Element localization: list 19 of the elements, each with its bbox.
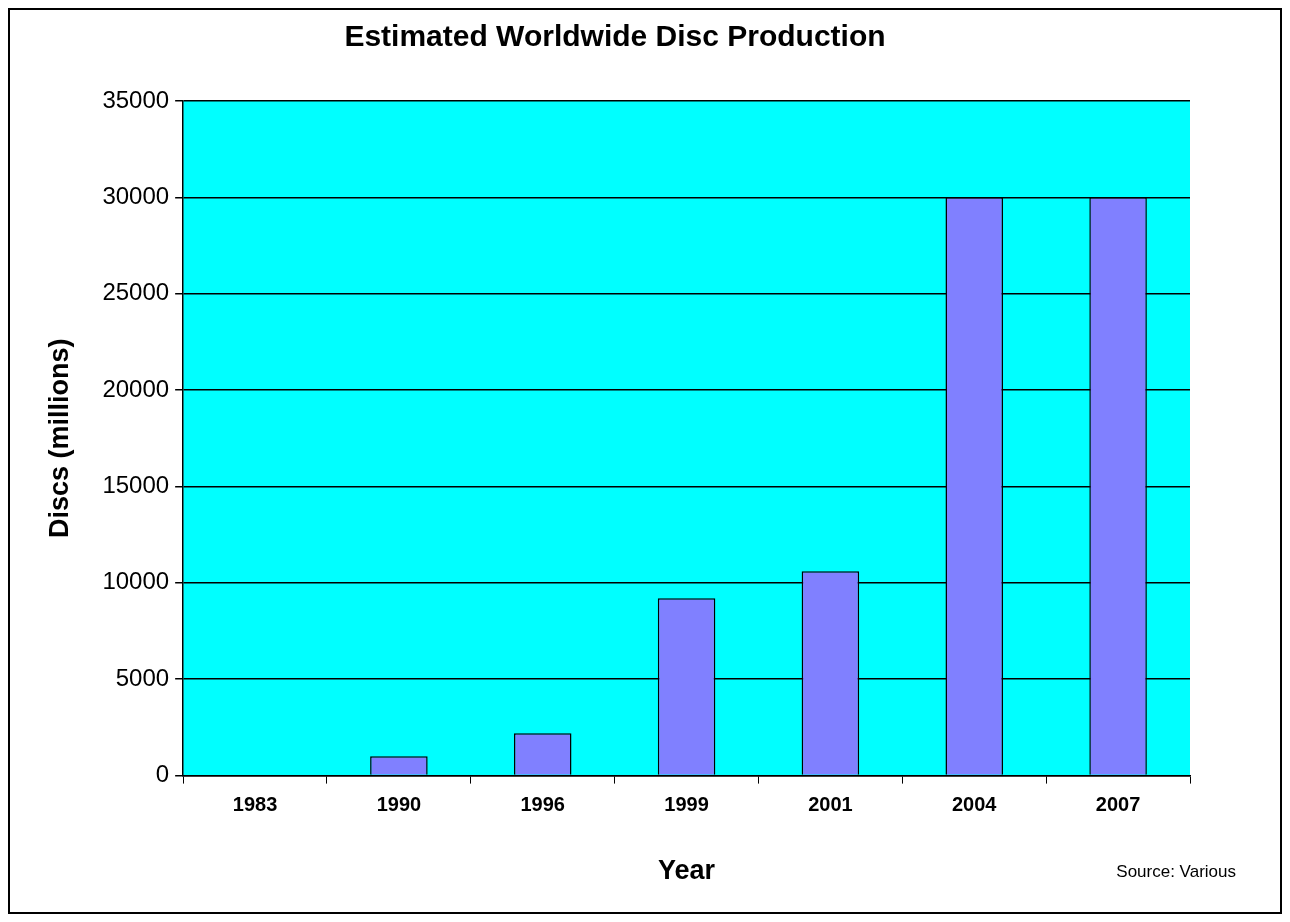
y-axis-title: Discs (millions) xyxy=(43,338,74,539)
x-tick-label: 1996 xyxy=(520,793,565,816)
y-tick-label: 30000 xyxy=(102,182,170,209)
y-tick-label: 5000 xyxy=(115,663,170,691)
y-tick-label: 0 xyxy=(155,760,170,788)
y-tick-label: 10000 xyxy=(102,567,170,595)
y-tick-label: 35000 xyxy=(102,85,170,113)
source-note: Source: Various xyxy=(1116,862,1236,881)
x-tick-label: 1990 xyxy=(376,793,422,816)
chart-title: Estimated Worldwide Disc Production xyxy=(344,19,886,53)
x-axis-title: Year xyxy=(658,855,716,886)
x-tick-label: 2004 xyxy=(951,793,998,816)
y-tick-label: 25000 xyxy=(102,278,170,306)
x-tick-label: 1983 xyxy=(232,793,278,816)
y-tick-label: 15000 xyxy=(102,471,170,499)
x-tick-label: 2007 xyxy=(1095,793,1141,816)
y-tick-label: 20000 xyxy=(102,374,170,402)
x-tick-label: 2001 xyxy=(808,793,853,816)
x-tick-label: 1999 xyxy=(664,793,709,816)
